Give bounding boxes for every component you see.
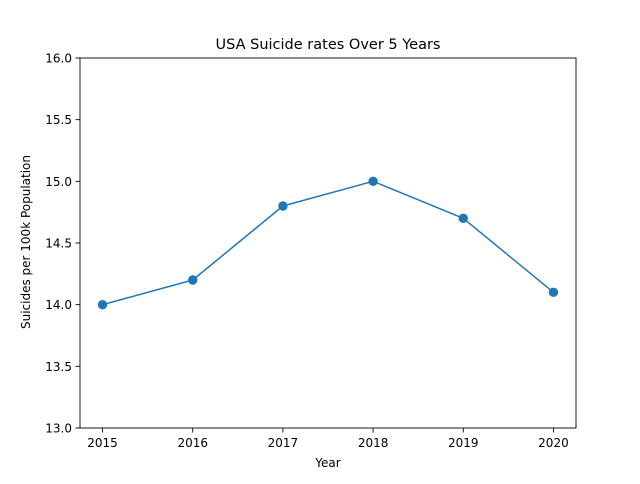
x-tick-label: 2016 <box>177 436 208 450</box>
data-point-2020 <box>548 287 559 298</box>
tick-marks: 2015 2016 2017 2018 2019 2020 13.0 13.5 14.0 14.5… <box>45 52 568 451</box>
data-point-2017 <box>278 201 288 211</box>
y-tick-label: 15.0 <box>45 175 72 189</box>
y-tick-label: 14.0 <box>45 298 72 312</box>
y-tick-label: 16.0 <box>45 52 72 66</box>
data-point-2018 <box>368 176 378 187</box>
x-tick-label: 2017 <box>268 436 299 450</box>
y-tick-label: 14.5 <box>45 237 72 251</box>
x-tick-label: 2020 <box>538 436 569 450</box>
data-point-2016 <box>188 275 198 285</box>
x-axis-label: Year <box>314 456 340 470</box>
y-tick-label: 13.5 <box>45 360 72 374</box>
chart-title: USA Suicide rates Over 5 Years <box>216 37 441 53</box>
x-tick-label: 2019 <box>448 436 479 450</box>
x-tick-label: 2015 <box>87 436 118 450</box>
y-tick-label: 13.0 <box>45 422 72 436</box>
data-point-2015 <box>97 299 108 310</box>
x-tick-label: 2018 <box>358 436 389 450</box>
y-tick-label: 15.5 <box>45 113 72 127</box>
series-line <box>101 180 555 306</box>
data-point-2019 <box>458 213 468 224</box>
y-axis-label: Suicides per 100k Population <box>19 155 33 329</box>
data-series <box>97 176 559 310</box>
